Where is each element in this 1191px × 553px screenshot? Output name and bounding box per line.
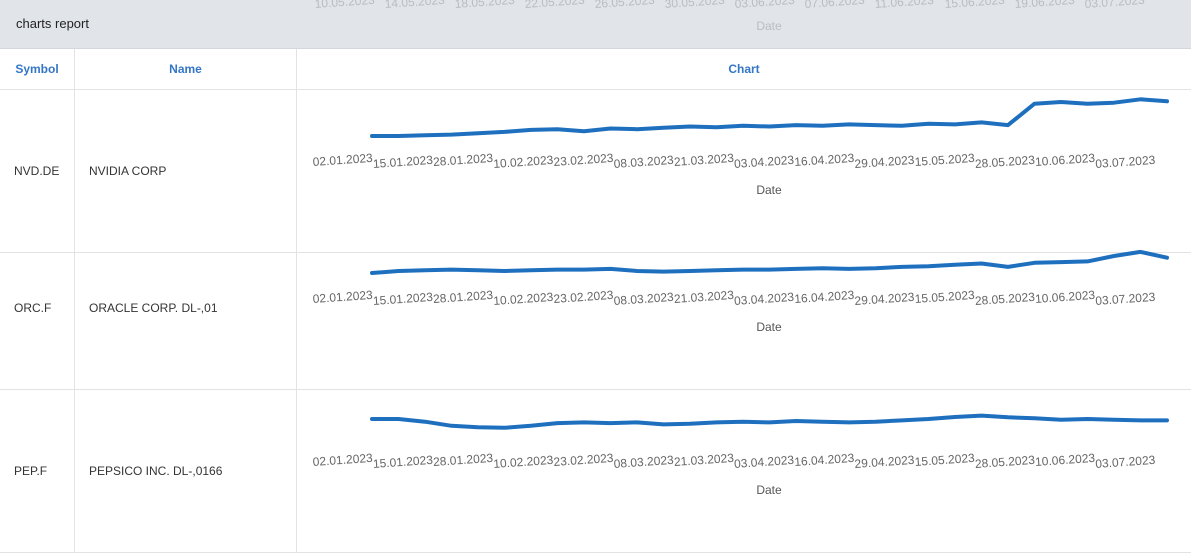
name-text: ORACLE CORP. DL-,01: [89, 301, 218, 315]
table-row: ORC.F ORACLE CORP. DL-,01 02.01.2023 15.0…: [0, 227, 1191, 390]
page-title: charts report: [16, 16, 89, 31]
symbol-text: PEP.F: [14, 464, 48, 478]
chart-cell: 02.01.2023 15.01.2023 28.01.2023 10.02.2023…: [297, 90, 1191, 252]
x-tick-label: 03.07.2023: [1095, 153, 1156, 171]
chart-cell: 02.01.2023 15.01.2023 28.01.2023 10.02.2023…: [297, 227, 1191, 389]
ghost-tick-label: 19.06.2023: [1014, 0, 1075, 11]
x-tick-label: 15.01.2023: [372, 153, 433, 171]
x-tick-label: 23.02.2023: [553, 151, 614, 169]
x-tick-label: 08.03.2023: [613, 453, 674, 471]
chart-cell: 02.01.2023 15.01.2023 28.01.2023 10.02.2023…: [297, 390, 1191, 552]
x-tick-label: 10.02.2023: [493, 290, 554, 308]
x-tick-label: 21.03.2023: [673, 288, 734, 306]
x-tick-label: 28.05.2023: [974, 290, 1035, 308]
ghost-tick-label: 10.05.2023: [314, 0, 375, 11]
ghost-axis-label: Date: [756, 19, 782, 33]
line-chart: 02.01.2023 15.01.2023 28.01.2023 10.02.2023…: [312, 97, 1169, 197]
x-tick-label: 08.03.2023: [613, 290, 674, 308]
x-tick-label: 21.03.2023: [673, 151, 734, 169]
ghost-tick-label: 22.05.2023: [524, 0, 585, 11]
series-line: [370, 413, 1169, 430]
x-tick-label: 15.01.2023: [372, 290, 433, 308]
x-tick-label: 10.06.2023: [1035, 451, 1096, 469]
x-tick-label: 28.05.2023: [974, 453, 1035, 471]
x-tick-label: 16.04.2023: [794, 151, 855, 169]
x-tick-label: 03.04.2023: [734, 153, 795, 171]
x-tick-label: 03.07.2023: [1095, 453, 1156, 471]
ghost-tick-label: 26.05.2023: [594, 0, 655, 11]
x-tick-label: 21.03.2023: [673, 451, 734, 469]
x-tick-label: 29.04.2023: [854, 290, 915, 308]
x-tick-label: 10.02.2023: [493, 453, 554, 471]
x-tick-label: 29.04.2023: [854, 453, 915, 471]
x-tick-label: 28.01.2023: [433, 288, 494, 306]
x-tick-label: 28.01.2023: [433, 151, 494, 169]
ghost-tick-label: 30.05.2023: [664, 0, 725, 11]
x-tick-label: 29.04.2023: [854, 153, 915, 171]
name-cell: ORACLE CORP. DL-,01: [75, 227, 297, 389]
x-tick-label: 03.04.2023: [734, 290, 795, 308]
line-chart: 02.01.2023 15.01.2023 28.01.2023 10.02.2023…: [312, 413, 1169, 497]
line-chart: 02.01.2023 15.01.2023 28.01.2023 10.02.2023…: [312, 249, 1169, 334]
ghost-tick-label: 03.06.2023: [734, 0, 795, 11]
series-line: [370, 249, 1169, 275]
column-header-symbol[interactable]: Symbol: [0, 49, 75, 89]
symbol-cell: PEP.F: [0, 390, 75, 552]
x-axis-label: Date: [756, 183, 782, 197]
column-header-chart[interactable]: Chart: [728, 62, 760, 76]
ghost-tick-label: 11.06.2023: [874, 0, 934, 11]
title-bar: charts report 10.05.2023 14.05.2023 18.05.…: [0, 0, 1191, 49]
symbol-cell: NVD.DE: [0, 90, 75, 252]
ghost-tick-label: 03.07.2023: [1084, 0, 1145, 11]
symbol-text: NVD.DE: [14, 164, 60, 178]
name-cell: PEPSICO INC. DL-,0166: [75, 390, 297, 552]
symbol-cell: ORC.F: [0, 227, 75, 389]
x-tick-label: 08.03.2023: [613, 153, 674, 171]
x-tick-label: 16.04.2023: [794, 288, 855, 306]
x-tick-label: 10.02.2023: [493, 153, 554, 171]
x-tick-label: 10.06.2023: [1035, 288, 1096, 306]
x-tick-label: 03.04.2023: [734, 453, 795, 471]
name-cell: NVIDIA CORP: [75, 90, 297, 252]
symbol-text: ORC.F: [14, 301, 52, 315]
ghost-tick-label: 14.05.2023: [384, 0, 445, 11]
x-tick-label: 23.02.2023: [553, 451, 614, 469]
x-tick-label: 28.05.2023: [974, 153, 1035, 171]
x-tick-label: 03.07.2023: [1095, 290, 1156, 308]
name-text: NVIDIA CORP: [89, 164, 167, 178]
x-axis-label: Date: [756, 320, 782, 334]
x-tick-label: 02.01.2023: [312, 151, 373, 169]
x-tick-label: 15.05.2023: [914, 451, 975, 469]
table-row: NVD.DE NVIDIA CORP 02.01.2023 15.01.2023 2…: [0, 90, 1191, 253]
x-tick-label: 15.01.2023: [372, 453, 433, 471]
name-text: PEPSICO INC. DL-,0166: [89, 464, 223, 478]
x-axis-label: Date: [756, 483, 782, 497]
x-tick-label: 15.05.2023: [914, 151, 975, 169]
x-tick-label: 23.02.2023: [553, 288, 614, 306]
series-line: [370, 97, 1169, 138]
x-tick-label: 15.05.2023: [914, 288, 975, 306]
ghost-tick-label: 18.05.2023: [454, 0, 515, 11]
ghost-chart-axis: 10.05.2023 14.05.2023 18.05.2023 22.05.2023…: [297, 0, 1191, 48]
x-tick-label: 10.06.2023: [1035, 151, 1096, 169]
column-header-name[interactable]: Name: [75, 49, 297, 89]
x-tick-label: 02.01.2023: [312, 288, 373, 306]
x-tick-label: 16.04.2023: [794, 451, 855, 469]
x-tick-label: 02.01.2023: [312, 451, 373, 469]
ghost-tick-label: 15.06.2023: [944, 0, 1005, 11]
table-row: PEP.F PEPSICO INC. DL-,0166 02.01.2023 15…: [0, 390, 1191, 553]
x-tick-label: 28.01.2023: [433, 451, 494, 469]
table-header: Symbol Name Chart: [0, 49, 1191, 90]
ghost-tick-label: 07.06.2023: [804, 0, 865, 11]
